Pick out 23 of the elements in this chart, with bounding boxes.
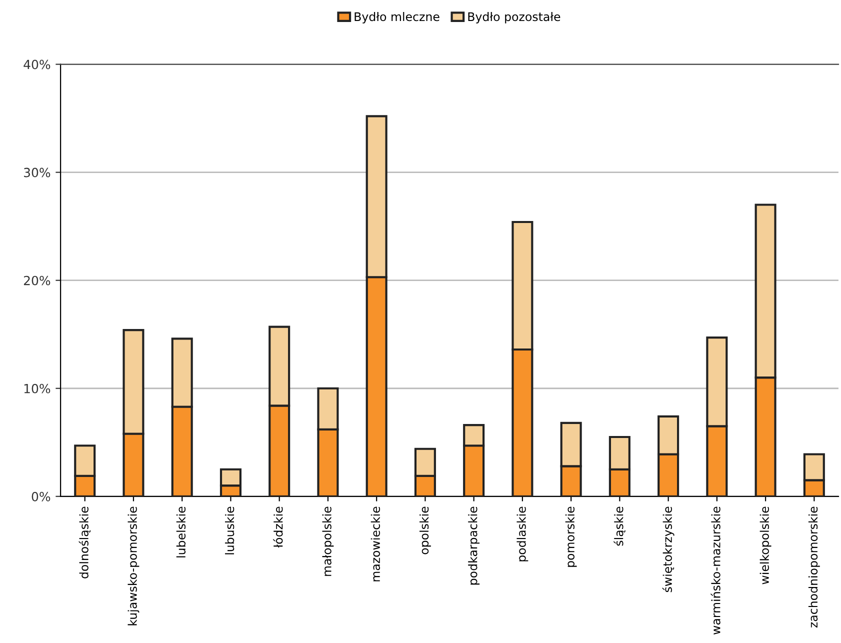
x-tick-label: lubelskie (176, 506, 186, 558)
x-tick-label: podkarpackie (468, 506, 480, 585)
x-tick-label: warmińsko-mazurskie (710, 506, 720, 634)
x-tick-label: wielkopolskie (760, 506, 772, 584)
y-tick-label: 0% (32, 492, 50, 502)
x-tick-label: lubuskie (225, 506, 234, 554)
legend-label: Bydło mleczne (354, 12, 440, 24)
y-tick-label: 30% (24, 168, 50, 178)
x-tick-label: dolnośląskie (78, 506, 91, 578)
x-tick-label: pomorskie (565, 506, 577, 567)
y-tick-label: 10% (24, 384, 50, 394)
x-tick-label: łódzkie (273, 506, 283, 548)
y-tick-label: 20% (24, 276, 50, 286)
x-tick-label: śląskie (614, 506, 626, 546)
x-tick-label: świętokrzyskie (662, 506, 674, 592)
x-tick-label: kujawsko-pomorskie (128, 506, 140, 626)
x-tick-label: mazowieckie (370, 506, 380, 582)
x-tick-label: zachodniopomorskie (808, 506, 820, 628)
y-tick-label: 40% (24, 60, 50, 70)
x-tick-label: małopolskie (322, 506, 334, 576)
legend-label: Bydło pozostałe (468, 12, 560, 24)
x-tick-label: podlaskie (516, 506, 528, 562)
x-tick-label: opolskie (419, 506, 431, 554)
